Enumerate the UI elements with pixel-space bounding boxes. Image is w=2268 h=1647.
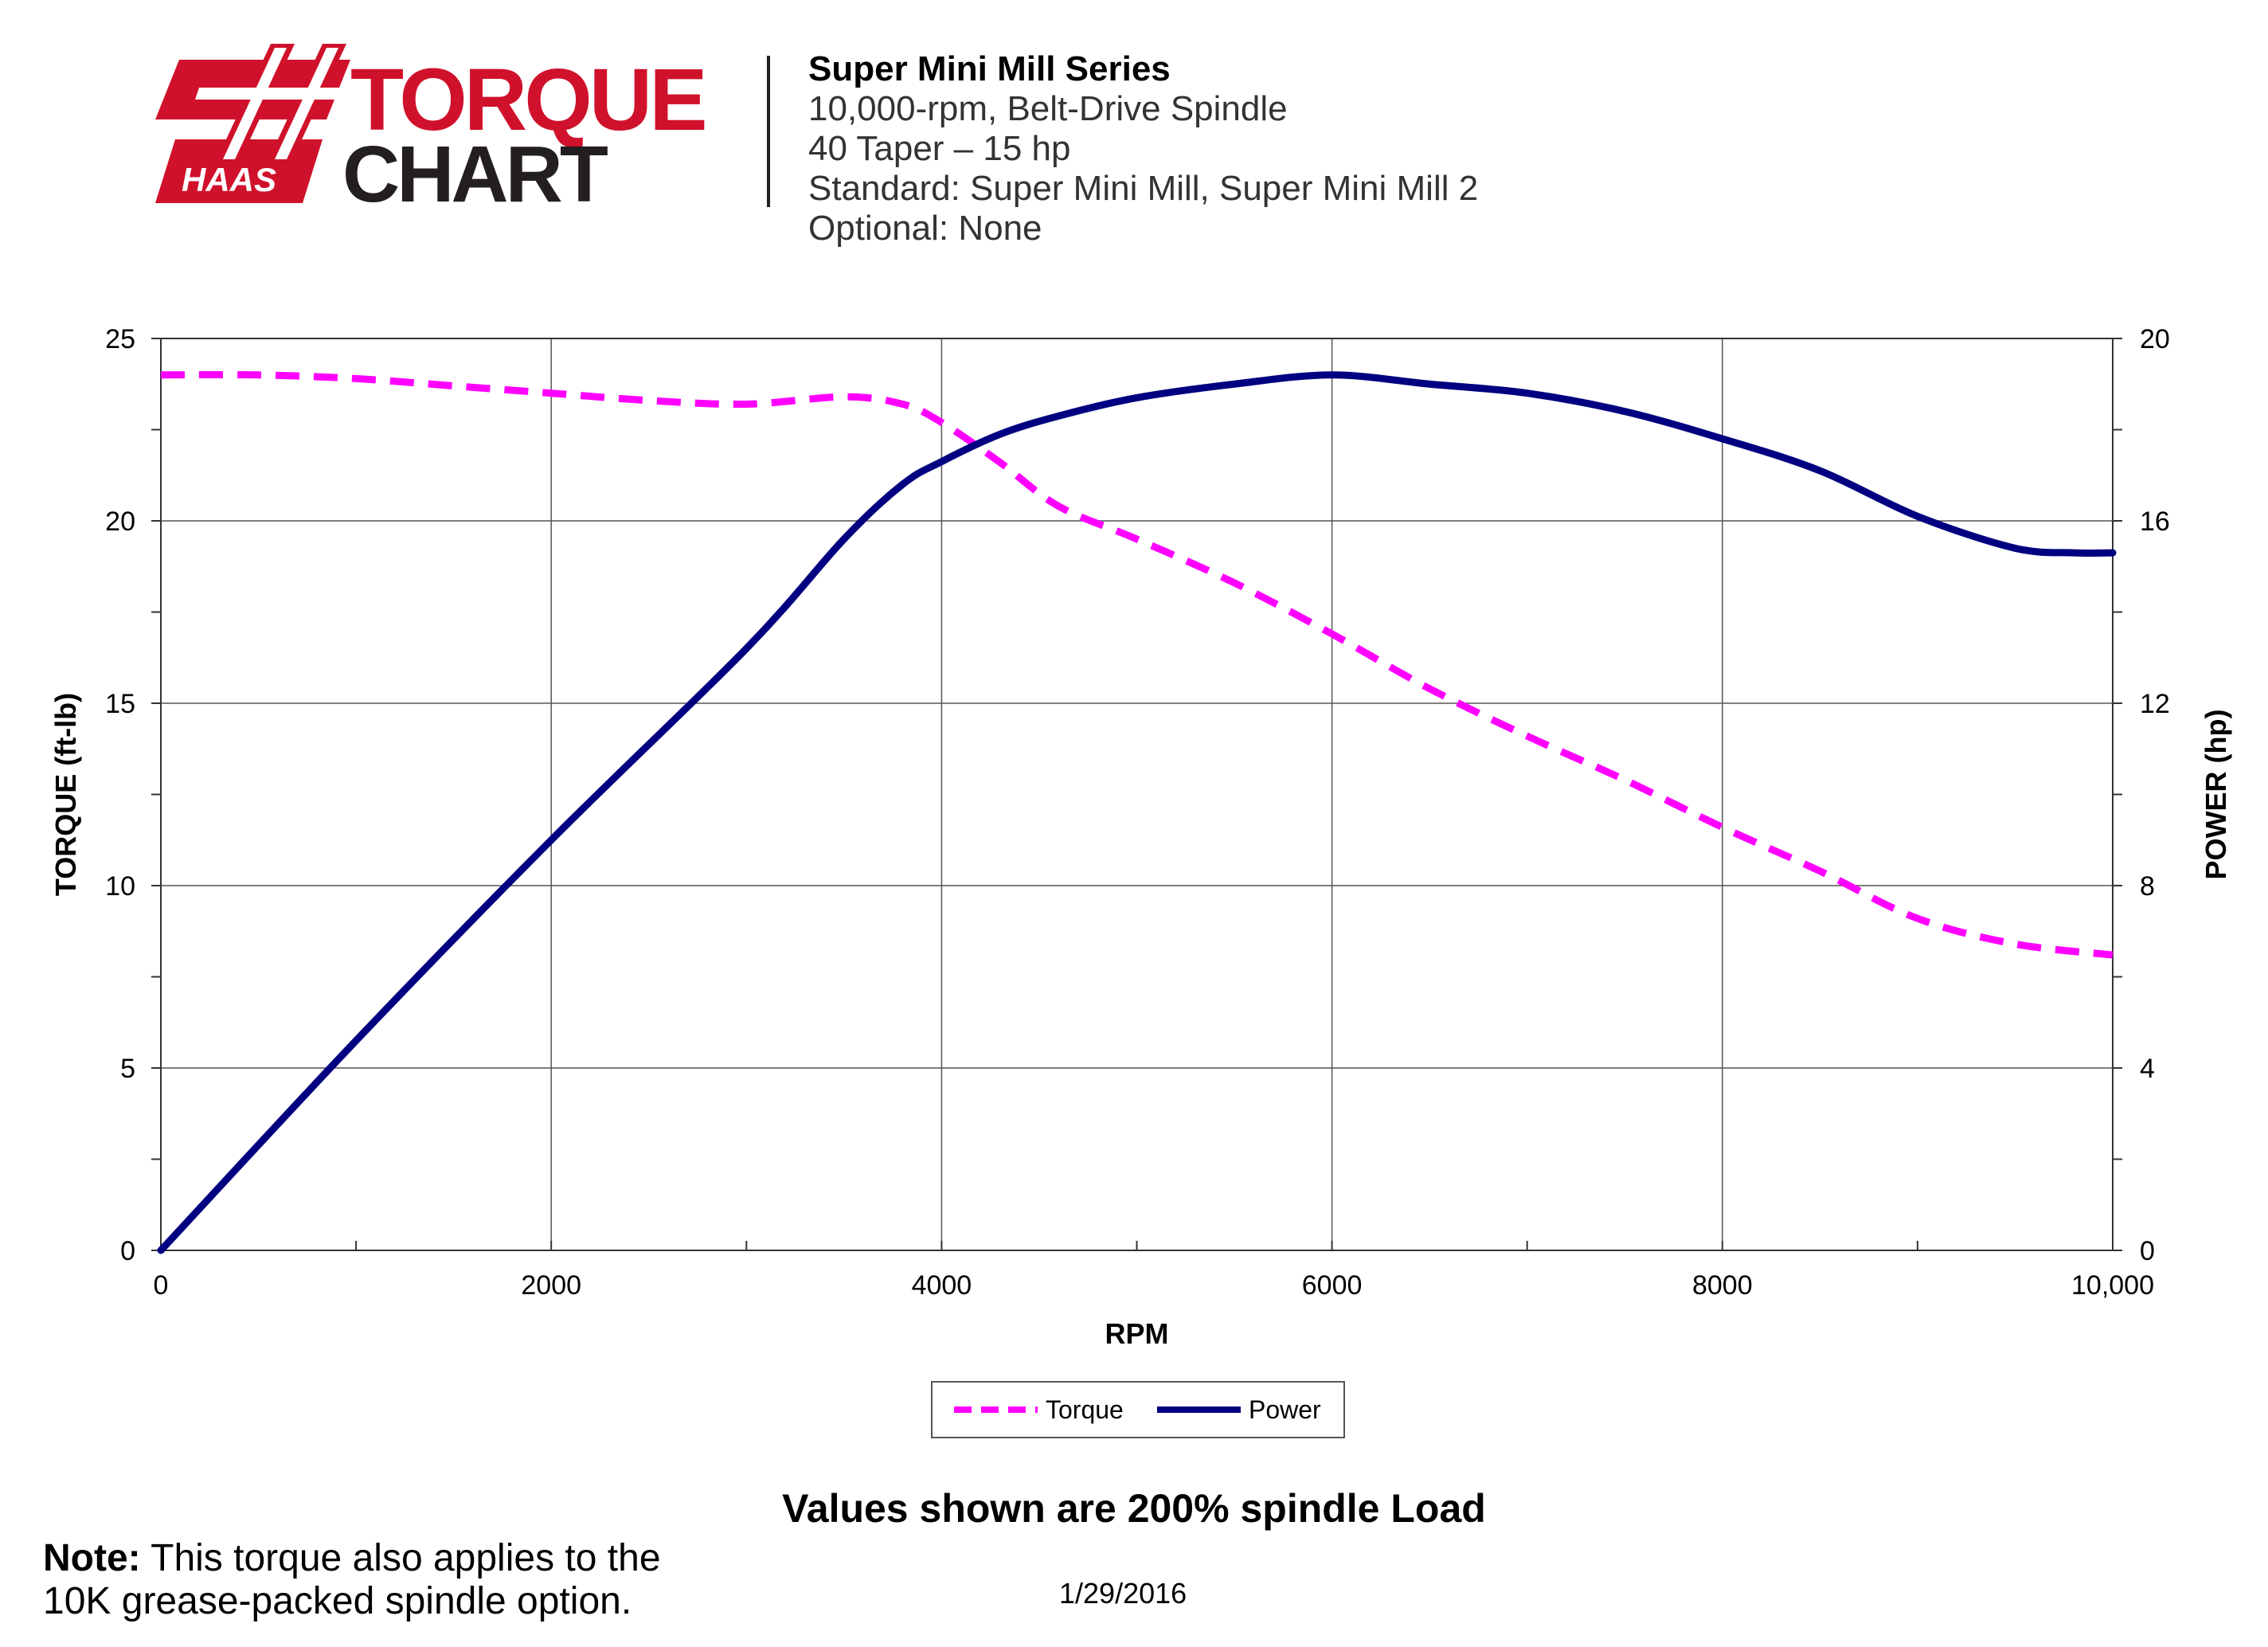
- y2-tick-label: 16: [2140, 507, 2170, 537]
- note-line-1: This torque also applies to the: [151, 1537, 661, 1579]
- x-tick-label: 8000: [1692, 1270, 1753, 1301]
- spec-line-4: Optional: None: [808, 209, 1042, 248]
- x-tick-label: 2000: [521, 1270, 581, 1301]
- series-line-power: [157, 371, 2117, 1254]
- plot-area-border: [160, 338, 2114, 1251]
- y2-tick-label: 8: [2140, 871, 2155, 902]
- y-tick-label: 25: [105, 324, 135, 354]
- y-axis-title: TORQUE (ft-lb): [49, 693, 82, 896]
- y-tick-label: 15: [105, 689, 135, 719]
- series-layer: [157, 370, 2117, 1254]
- haas-h-mark: HAAS: [155, 44, 350, 203]
- y-tick-label: 10: [105, 871, 135, 902]
- grid: [160, 338, 2114, 1251]
- y2-tick-label: 20: [2140, 324, 2170, 354]
- legend: Torque Power: [931, 1381, 1345, 1438]
- footnote: Note: This torque also applies to the 10…: [43, 1537, 661, 1623]
- chart-title: Super Mini Mill Series: [808, 49, 1171, 88]
- y2-tick-label: 12: [2140, 689, 2170, 719]
- y-tick-label: 5: [120, 1054, 135, 1084]
- svg-text:CHART: CHART: [342, 130, 608, 219]
- load-note: Values shown are 200% spindle Load: [782, 1486, 1486, 1531]
- note-line-2: 10K grease-packed spindle option.: [43, 1580, 632, 1622]
- x-tick-label: 6000: [1302, 1270, 1363, 1301]
- x-axis-title: RPM: [1105, 1317, 1169, 1350]
- series-line-torque: [160, 370, 2114, 959]
- y2-tick-label: 4: [2140, 1054, 2155, 1084]
- svg-text:HAAS: HAAS: [182, 161, 276, 198]
- header-divider: [767, 56, 770, 207]
- y-tick-label: 20: [105, 507, 135, 537]
- note-label: Note:: [43, 1537, 141, 1579]
- y2-axis-title: POWER (hp): [2200, 710, 2232, 880]
- axis-labels: 0 2000 4000 6000 8000 10,000 0 5 10 15 20 25 0 4 8 12 16…: [49, 324, 2232, 1350]
- spec-line-3: Standard: Super Mini Mill, Super Mini Mi…: [808, 169, 1479, 208]
- svg-text:TORQUE: TORQUE: [350, 51, 705, 149]
- legend-label-torque: Torque: [1046, 1395, 1124, 1424]
- haas-torque-chart-logo: HAAS TORQUE CHART: [155, 44, 708, 219]
- y-tick-label: 0: [120, 1236, 135, 1266]
- x-tick-label: 10,000: [2071, 1270, 2154, 1301]
- spec-line-2: 40 Taper – 15 hp: [808, 129, 1071, 168]
- legend-box: [931, 1381, 1345, 1438]
- x-tick-label: 0: [154, 1270, 169, 1301]
- legend-label-power: Power: [1249, 1395, 1321, 1424]
- chart-date: 1/29/2016: [1059, 1577, 1187, 1610]
- x-tick-label: 4000: [912, 1270, 972, 1301]
- spec-line-1: 10,000-rpm, Belt-Drive Spindle: [808, 89, 1288, 128]
- y2-tick-label: 0: [2140, 1236, 2155, 1266]
